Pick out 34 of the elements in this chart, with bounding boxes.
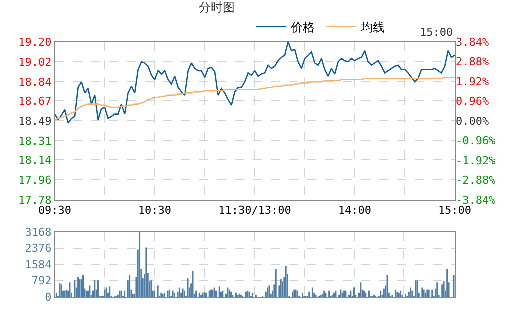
- y2-tick-label: -3.84%: [456, 194, 496, 207]
- y2-tick-label: 1.92%: [456, 75, 490, 88]
- y2-tick-label: -0.96%: [456, 134, 496, 148]
- y-tick-label: 18.84: [18, 76, 52, 89]
- y-tick-label: 17.96: [18, 174, 52, 187]
- x-tick-label: 14:00: [338, 204, 372, 218]
- y-tick-label: 0: [45, 290, 52, 304]
- y-tick-label: 792: [32, 274, 52, 288]
- y2-tick-label: 3.84%: [456, 36, 490, 49]
- y2-tick-label: 2.88%: [456, 56, 490, 69]
- text: 15:00: [420, 26, 454, 39]
- y-tick-label: 1584: [25, 258, 52, 272]
- y-tick-label: 3168: [25, 226, 52, 239]
- y-tick-label: 18.14: [18, 154, 52, 167]
- y-tick-label: 18.67: [18, 94, 52, 108]
- x-tick-label: 09:30: [38, 204, 72, 218]
- line-series: [55, 42, 455, 124]
- y-tick-label: 18.49: [18, 114, 52, 128]
- legend-label: 价格: [290, 20, 315, 34]
- y2-tick-label: -1.92%: [456, 154, 496, 168]
- y2-tick-label: 0.00%: [456, 114, 490, 128]
- x-tick-label: 10:30: [138, 204, 172, 218]
- y2-tick-label: 0.96%: [456, 95, 490, 108]
- y-tick-label: 2376: [25, 242, 52, 256]
- y2-tick-label: -2.88%: [456, 174, 496, 188]
- y-tick-label: 17.78: [18, 194, 52, 207]
- x-tick-label: 15:00: [438, 204, 472, 218]
- y-tick-label: 19.02: [18, 56, 52, 69]
- line-series: [55, 76, 455, 121]
- y-tick-label: 19.20: [18, 36, 52, 49]
- y-tick-label: 18.31: [18, 134, 52, 148]
- x-tick-label: 11:30/13:00: [218, 204, 292, 218]
- chart-title: 分时图: [199, 0, 236, 15]
- legend-label: 均线: [360, 20, 385, 34]
